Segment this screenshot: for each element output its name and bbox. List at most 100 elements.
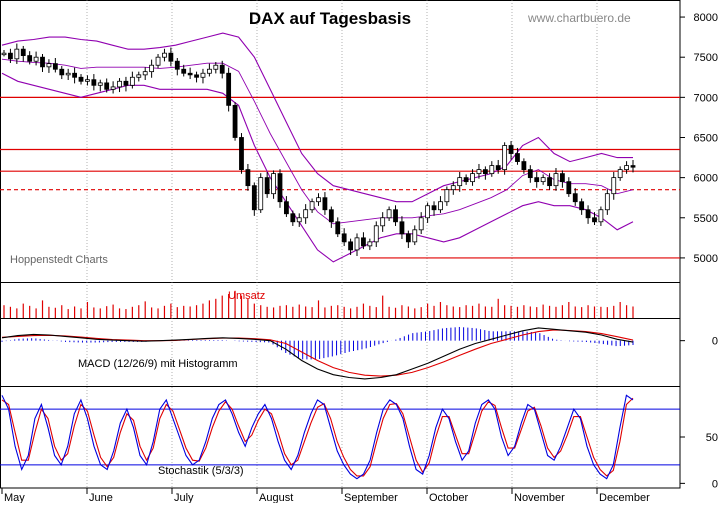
candle-body xyxy=(316,197,321,203)
candle-body xyxy=(527,169,533,179)
candle-body xyxy=(592,217,597,223)
candle-body xyxy=(174,60,180,70)
candle-body xyxy=(239,137,244,171)
candle-body xyxy=(226,72,232,106)
candle-body xyxy=(8,52,13,60)
candle-body xyxy=(219,64,225,74)
candle-body xyxy=(335,221,341,235)
candle-body xyxy=(515,153,520,162)
price-tick-label: 7500 xyxy=(694,52,718,64)
price-tick-label: 6000 xyxy=(694,173,718,185)
candle-body xyxy=(78,76,84,82)
grid-lines xyxy=(86,0,598,488)
candle-body xyxy=(258,177,264,211)
stochastics-panel xyxy=(0,394,680,480)
price-tick-label: 5500 xyxy=(694,213,718,225)
candle-body xyxy=(1,52,7,56)
candle-body xyxy=(431,205,437,211)
macd-signal-line xyxy=(1,329,634,377)
candle-body xyxy=(33,56,39,62)
candle-body xyxy=(380,217,386,227)
candle-body xyxy=(187,72,193,76)
candle-body xyxy=(373,225,379,243)
price-tick-label: 7000 xyxy=(694,92,718,104)
candle-body xyxy=(457,177,463,187)
candle-body xyxy=(624,165,629,170)
macd-tick-label: 0 xyxy=(712,336,718,348)
candle-body xyxy=(245,169,251,187)
candle-body xyxy=(405,233,411,243)
candle-body xyxy=(213,64,219,70)
candle-body xyxy=(91,79,97,86)
candle-body xyxy=(393,209,398,223)
candle-body xyxy=(348,241,353,251)
candle-body xyxy=(354,237,360,251)
candle-body xyxy=(200,72,206,78)
candle-body xyxy=(65,72,71,76)
candle-body xyxy=(251,185,257,211)
candle-body xyxy=(264,177,270,195)
month-tick-label: August xyxy=(259,492,293,503)
price-tick-label: 8000 xyxy=(694,12,718,24)
macd-label: MACD (12/26/9) mit Histogramm xyxy=(78,358,238,370)
candle-body xyxy=(425,205,431,219)
candle-body xyxy=(399,221,405,235)
candle-body xyxy=(617,169,623,179)
candle-body xyxy=(181,68,187,74)
candle-body xyxy=(418,217,424,231)
candle-body xyxy=(482,169,488,175)
candle-body xyxy=(85,79,90,82)
candle-body xyxy=(566,181,572,195)
candle-body xyxy=(598,209,604,223)
candle-body xyxy=(508,145,514,154)
candle-body xyxy=(136,74,142,78)
candle-body xyxy=(129,76,135,86)
candle-body xyxy=(117,80,122,88)
month-tick-label: September xyxy=(344,492,398,503)
candle-body xyxy=(328,209,334,223)
candle-body xyxy=(540,177,546,183)
candle-body xyxy=(290,213,296,223)
candle-body xyxy=(27,55,33,62)
watermark: www.chartbuero.de xyxy=(527,11,631,25)
bollinger-upper-band xyxy=(1,32,633,203)
volume-panel xyxy=(3,290,634,318)
candle-body xyxy=(604,193,610,211)
candle-body xyxy=(168,52,174,62)
bollinger-middle-band xyxy=(1,58,634,225)
candle-body xyxy=(463,177,469,183)
candle-body xyxy=(72,72,78,78)
candle-body xyxy=(206,68,212,74)
candle-body xyxy=(444,189,450,203)
month-tick-label: December xyxy=(599,492,650,503)
candle-body xyxy=(162,52,167,58)
candle-body xyxy=(194,74,199,78)
month-tick-label: October xyxy=(429,492,468,503)
outer-frame xyxy=(0,0,681,489)
panel-frames xyxy=(0,0,681,489)
candle-body xyxy=(46,63,52,68)
candle-body xyxy=(386,209,392,219)
candle-body xyxy=(232,104,238,138)
bollinger-lower-band xyxy=(1,72,634,263)
candle-body xyxy=(104,82,110,90)
price-panel xyxy=(0,32,680,263)
candle-body xyxy=(296,217,302,223)
month-tick-label: June xyxy=(89,492,113,503)
candle-body xyxy=(59,68,65,76)
source-label: Hoppenstedt Charts xyxy=(10,254,108,266)
month-tick-label: November xyxy=(514,492,565,503)
candle-body xyxy=(611,177,617,195)
candle-body xyxy=(572,193,578,203)
stochastics-label: Stochastik (5/3/3) xyxy=(158,465,244,477)
candle-body xyxy=(110,86,116,90)
candle-body xyxy=(547,177,552,187)
candle-body xyxy=(450,185,456,191)
candle-body xyxy=(585,209,591,219)
stochastics-k-line xyxy=(1,394,634,480)
candle-body xyxy=(476,169,482,175)
price-tick-label: 6500 xyxy=(694,132,718,144)
candle-body xyxy=(123,80,129,86)
candle-body xyxy=(367,241,373,247)
